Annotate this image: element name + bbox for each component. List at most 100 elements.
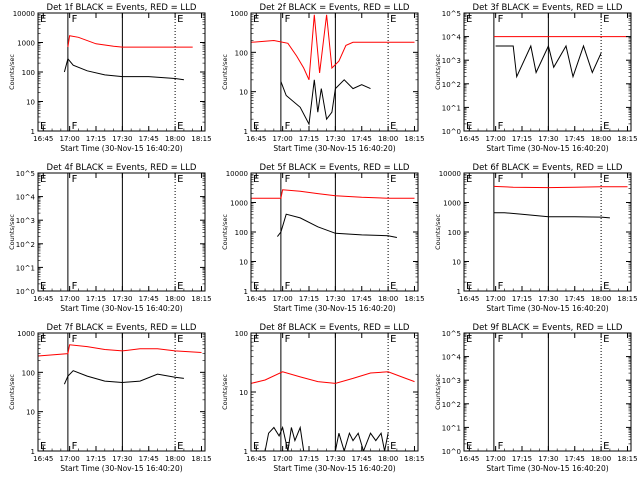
x-tick-label: 17:15 [299,295,319,303]
x-tick-label: 17:30 [538,455,558,463]
marker-label-bottom: E [177,281,183,292]
lld-series-line [493,185,628,189]
x-tick-label: 17:45 [565,455,585,463]
panel-title: Det 3f BLACK = Events, RED = LLD [473,3,623,13]
y-tick-label: 10^4 [442,34,462,42]
x-tick-label: 17:30 [112,295,132,303]
x-axis-label: Start Time (30-Nov-15 16:40:20) [60,464,182,473]
plot-area [251,13,415,131]
x-tick-label: 17:30 [538,135,558,143]
y-axis-label: Counts/sec [434,54,442,90]
plot-frame [37,332,206,452]
x-tick-label: 17:00 [60,135,80,143]
marker-label-top-left: E [253,334,259,345]
y-tick-label: 10 [26,99,35,107]
marker-label-bottom-left: E [466,121,472,132]
y-axis-label: Counts/sec [434,374,442,410]
x-tick-label: 17:15 [86,135,106,143]
x-tick-label: 16:45 [246,455,266,463]
y-tick-label: 10000 [226,170,248,178]
plot-frame [463,332,632,452]
x-tick-label: 17:15 [299,455,319,463]
y-axis-label: Counts/sec [221,374,229,410]
y-tick-label: 10^5 [442,10,461,18]
plot-area [38,333,202,451]
y-axis-label: Counts/sec [8,214,16,250]
marker-label-top-left: E [466,334,472,345]
y-tick-label: 1000 [230,200,248,208]
y-tick-label: 100 [235,229,248,237]
marker-label-top: E [603,334,609,345]
marker-label-bottom-left: E [466,441,472,452]
x-axis-label: Start Time (30-Nov-15 16:40:20) [60,144,182,153]
marker-label-bottom: E [390,121,396,132]
x-tick-label: 17:30 [112,135,132,143]
x-tick-label: 18:00 [591,295,611,303]
x-tick-label: 17:15 [86,455,106,463]
marker-label-top: F [72,14,78,25]
x-tick-label: 18:15 [617,455,637,463]
marker-label-top: E [177,174,183,185]
x-tick-label: 17:00 [486,135,506,143]
x-tick-label: 16:45 [33,455,53,463]
y-tick-label: 10 [239,259,248,267]
x-tick-label: 18:15 [404,295,424,303]
x-tick-label: 18:15 [404,455,424,463]
y-tick-label: 1000 [17,330,35,338]
x-tick-label: 17:15 [86,295,106,303]
x-tick-label: 17:00 [273,135,293,143]
panel-title: Det 6f BLACK = Events, RED = LLD [473,163,623,173]
panel-det-9f: Det 9f BLACK = Events, RED = LLD 10^0 10^1… [434,323,638,473]
x-tick-label: 17:00 [273,295,293,303]
panel-det-2f: Det 2f BLACK = Events, RED = LLD 1 10 100 10… [221,3,425,153]
plot-area [493,173,628,291]
panel-title: Det 7f BLACK = Events, RED = LLD [47,323,197,333]
marker-label-top-left: E [40,174,46,185]
plot-area [63,13,193,131]
x-tick-label: 16:45 [246,295,266,303]
x-tick-label: 18:15 [191,135,211,143]
x-tick-label: 17:45 [352,295,372,303]
marker-label-top: E [603,14,609,25]
y-tick-label: 10^0 [442,128,461,136]
x-tick-label: 18:15 [617,295,637,303]
panel-det-4f: Det 4f BLACK = Events, RED = LLD 10^0 10^1… [8,163,212,313]
x-tick-label: 17:00 [486,455,506,463]
lld-series-line [251,371,415,384]
panel-det-6f: Det 6f BLACK = Events, RED = LLD 1 10 100 10… [434,163,638,313]
x-tick-label: 17:30 [325,295,345,303]
x-axis-label: Start Time (30-Nov-15 16:40:20) [60,304,182,313]
x-tick-label: 17:30 [112,455,132,463]
x-tick-label: 16:45 [459,455,479,463]
marker-label-bottom: E [177,441,183,452]
marker-label-bottom-left: E [253,121,259,132]
x-tick-label: 17:15 [512,455,532,463]
marker-label-top-left: E [253,174,259,185]
x-tick-label: 17:45 [352,135,372,143]
x-tick-label: 17:00 [60,295,80,303]
marker-label-top: F [285,334,291,345]
y-tick-label: 10^2 [442,81,461,89]
y-tick-label: 10^5 [442,330,461,338]
x-tick-label: 16:45 [33,295,53,303]
lld-series-line [67,35,193,48]
x-axis-label: Start Time (30-Nov-15 16:40:20) [273,144,395,153]
y-axis-label: Counts/sec [434,214,442,250]
y-tick-label: 10^3 [442,57,461,65]
y-tick-label: 1 [31,448,35,456]
x-tick-label: 16:45 [459,135,479,143]
y-tick-label: 10000 [439,170,461,178]
marker-label-bottom-left: E [466,281,472,292]
y-tick-label: 10^3 [442,377,461,385]
lld-series-line [251,14,415,81]
x-tick-label: 17:45 [352,455,372,463]
y-tick-label: 10^1 [16,264,35,272]
y-tick-label: 10 [239,389,248,397]
y-tick-label: 1000 [443,200,461,208]
x-axis-label: Start Time (30-Nov-15 16:40:20) [273,304,395,313]
events-series-line [277,213,398,238]
y-tick-label: 100 [235,49,248,57]
plot-frame [250,12,419,132]
marker-label-bottom: F [498,121,504,132]
x-tick-label: 18:00 [378,455,398,463]
